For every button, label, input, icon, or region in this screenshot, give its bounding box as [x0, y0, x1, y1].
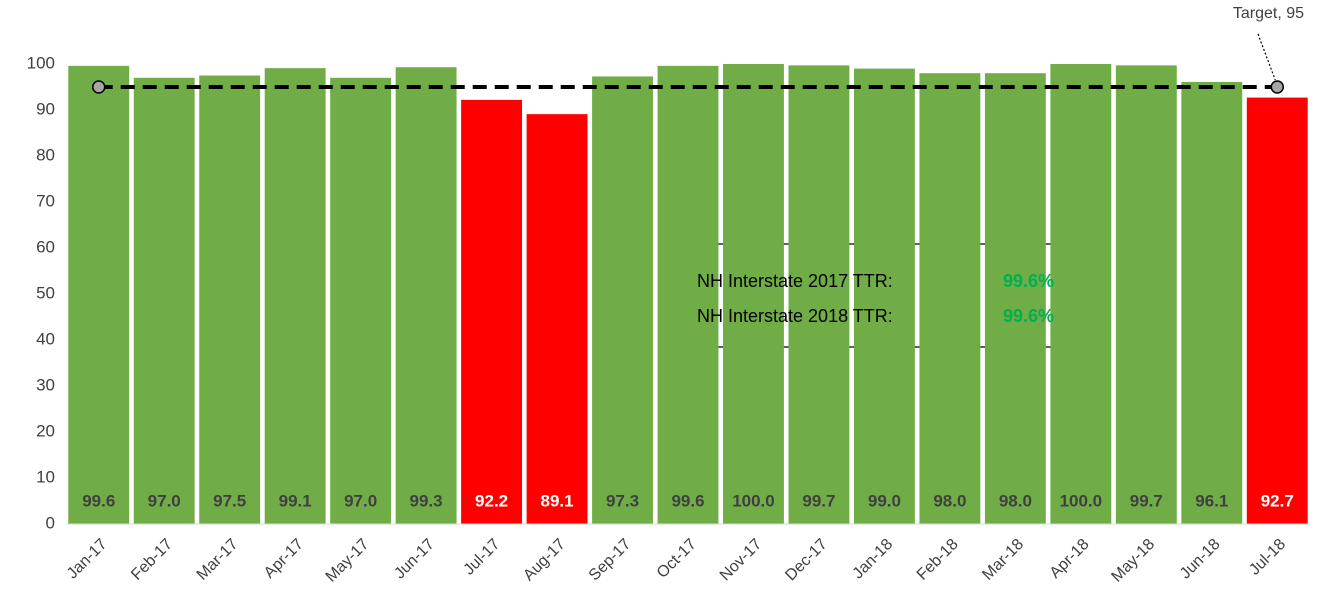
annotation-value: 99.6%	[1003, 271, 1054, 291]
bar	[657, 65, 719, 524]
data-label: 99.7	[1130, 491, 1163, 510]
x-tick-label: Jun-17	[391, 536, 438, 583]
y-tick-label: 0	[46, 513, 55, 532]
bar	[461, 99, 523, 524]
y-tick-label: 20	[36, 421, 55, 440]
bar	[1115, 65, 1177, 524]
data-label: 99.0	[868, 491, 901, 510]
bar	[330, 77, 392, 525]
x-tick-label: Apr-17	[261, 536, 307, 582]
y-tick-label: 70	[36, 191, 55, 210]
y-tick-label: 50	[36, 283, 55, 302]
y-tick-label: 100	[27, 53, 55, 72]
x-tick-label: Oct-17	[654, 536, 700, 582]
data-label: 100.0	[1060, 491, 1103, 510]
x-tick-label: Jun-18	[1177, 536, 1224, 583]
bar	[264, 68, 326, 524]
x-tick-label: Jul-18	[1246, 536, 1289, 579]
bar	[526, 114, 588, 524]
x-tick-label: Jan-17	[64, 536, 111, 583]
x-tick-label: May-17	[323, 536, 373, 586]
bar	[133, 77, 195, 525]
bar	[723, 64, 784, 524]
data-label: 92.7	[1261, 491, 1294, 510]
target-marker	[1270, 80, 1285, 94]
data-label: 99.6	[671, 491, 704, 510]
annotation-label: NH Interstate 2017 TTR:	[697, 271, 893, 291]
bar	[1246, 97, 1308, 524]
annotation-label: NH Interstate 2018 TTR:	[697, 306, 893, 326]
data-label: 98.0	[933, 491, 966, 510]
data-label: 96.1	[1195, 491, 1228, 510]
data-label: 97.0	[344, 491, 377, 510]
y-tick-label: 90	[36, 99, 55, 118]
y-tick-label: 10	[36, 467, 55, 486]
x-tick-label: Jan-18	[850, 536, 897, 583]
x-tick-label: Aug-17	[520, 536, 569, 585]
x-tick-label: Feb-18	[914, 536, 962, 584]
target-label: Target, 95	[1233, 5, 1304, 22]
target-marker	[91, 80, 106, 94]
bar	[1181, 81, 1243, 524]
y-tick-label: 60	[36, 237, 55, 256]
data-label: 99.6	[82, 491, 115, 510]
x-tick-label: Nov-17	[717, 536, 766, 585]
data-label: 89.1	[541, 491, 574, 510]
x-tick-label: Feb-17	[128, 536, 176, 584]
data-label: 98.0	[999, 491, 1032, 510]
data-label: 100.0	[732, 491, 775, 510]
x-tick-label: May-18	[1108, 536, 1158, 586]
data-label: 99.1	[279, 491, 312, 510]
bar	[853, 68, 915, 524]
target-leader	[1257, 33, 1276, 81]
bar	[919, 73, 981, 524]
x-tick-label: Mar-18	[979, 536, 1027, 584]
y-tick-label: 40	[36, 329, 55, 348]
data-label: 99.7	[802, 491, 835, 510]
x-tick-label: Mar-17	[194, 536, 242, 584]
bar	[984, 73, 1046, 524]
bar	[395, 67, 457, 524]
bar	[592, 76, 653, 525]
y-tick-label: 30	[36, 375, 55, 394]
x-tick-label: Sep-17	[586, 536, 635, 585]
data-label: 99.3	[410, 491, 443, 510]
data-label: 92.2	[475, 491, 508, 510]
data-label: 97.0	[148, 491, 181, 510]
y-tick-label: 80	[36, 145, 55, 164]
annotation-value: 99.6%	[1003, 306, 1054, 326]
bar	[788, 65, 850, 524]
bar	[1050, 64, 1112, 524]
bar	[199, 75, 261, 524]
data-label: 97.3	[606, 491, 639, 510]
x-tick-label: Dec-17	[782, 536, 831, 585]
data-label: 97.5	[213, 491, 246, 510]
x-tick-label: Apr-18	[1047, 536, 1093, 582]
x-tick-label: Jul-17	[461, 536, 504, 579]
bar	[68, 65, 130, 524]
